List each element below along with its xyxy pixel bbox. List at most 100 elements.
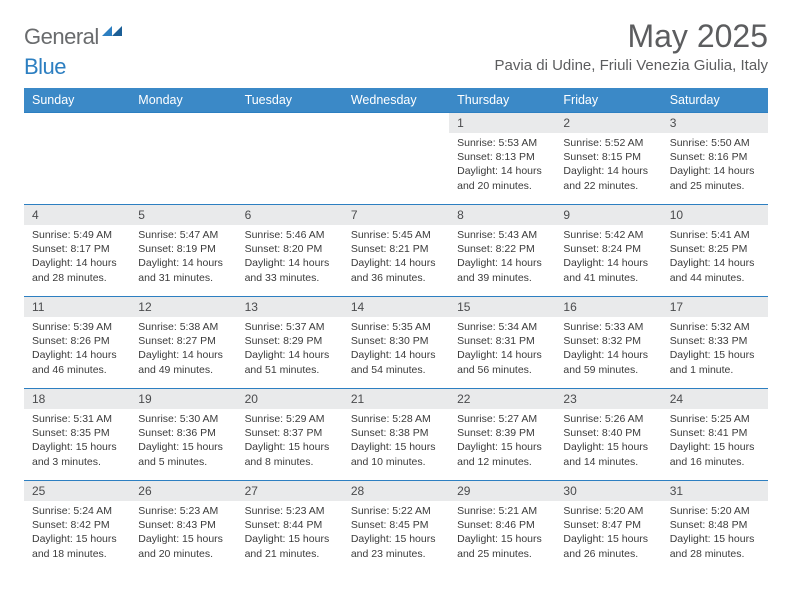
day-number-empty — [24, 112, 130, 132]
daylight-line: Daylight: 14 hours and 36 minutes. — [351, 256, 441, 284]
day-number-empty — [237, 112, 343, 132]
day-number: 2 — [555, 112, 661, 133]
day-number: 1 — [449, 112, 555, 133]
sunrise-line: Sunrise: 5:32 AM — [670, 320, 760, 334]
calendar-cell: 17Sunrise: 5:32 AMSunset: 8:33 PMDayligh… — [662, 296, 768, 388]
daylight-line: Daylight: 14 hours and 56 minutes. — [457, 348, 547, 376]
daylight-line: Daylight: 14 hours and 39 minutes. — [457, 256, 547, 284]
sunset-line: Sunset: 8:31 PM — [457, 334, 547, 348]
sunset-line: Sunset: 8:16 PM — [670, 150, 760, 164]
sunset-line: Sunset: 8:45 PM — [351, 518, 441, 532]
day-detail: Sunrise: 5:35 AMSunset: 8:30 PMDaylight:… — [343, 317, 449, 381]
brand-logo: General — [24, 18, 124, 50]
sunrise-line: Sunrise: 5:43 AM — [457, 228, 547, 242]
daylight-line: Daylight: 14 hours and 31 minutes. — [138, 256, 228, 284]
sunrise-line: Sunrise: 5:23 AM — [138, 504, 228, 518]
calendar-cell: 30Sunrise: 5:20 AMSunset: 8:47 PMDayligh… — [555, 480, 661, 572]
sunset-line: Sunset: 8:43 PM — [138, 518, 228, 532]
day-number: 12 — [130, 296, 236, 317]
day-detail: Sunrise: 5:43 AMSunset: 8:22 PMDaylight:… — [449, 225, 555, 289]
day-detail: Sunrise: 5:29 AMSunset: 8:37 PMDaylight:… — [237, 409, 343, 473]
calendar-cell: 1 Sunrise: 5:53 AMSunset: 8:13 PMDaylight… — [449, 112, 555, 204]
day-number: 4 — [24, 204, 130, 225]
day-number: 28 — [343, 480, 449, 501]
sunrise-line: Sunrise: 5:46 AM — [245, 228, 335, 242]
calendar-cell: 22Sunrise: 5:27 AMSunset: 8:39 PMDayligh… — [449, 388, 555, 480]
day-detail: Sunrise: 5:24 AMSunset: 8:42 PMDaylight:… — [24, 501, 130, 565]
sunrise-line: Sunrise: 5:21 AM — [457, 504, 547, 518]
sunset-line: Sunset: 8:42 PM — [32, 518, 122, 532]
calendar-cell: 21Sunrise: 5:28 AMSunset: 8:38 PMDayligh… — [343, 388, 449, 480]
calendar-cell: 26Sunrise: 5:23 AMSunset: 8:43 PMDayligh… — [130, 480, 236, 572]
day-number: 16 — [555, 296, 661, 317]
sunset-line: Sunset: 8:15 PM — [563, 150, 653, 164]
calendar-cell: 3Sunrise: 5:50 AMSunset: 8:16 PMDaylight… — [662, 112, 768, 204]
day-detail: Sunrise: 5:31 AMSunset: 8:35 PMDaylight:… — [24, 409, 130, 473]
calendar-cell: 13Sunrise: 5:37 AMSunset: 8:29 PMDayligh… — [237, 296, 343, 388]
sunset-line: Sunset: 8:33 PM — [670, 334, 760, 348]
calendar-cell: 5Sunrise: 5:47 AMSunset: 8:19 PMDaylight… — [130, 204, 236, 296]
day-detail: Sunrise: 5:23 AMSunset: 8:43 PMDaylight:… — [130, 501, 236, 565]
daylight-line: Daylight: 15 hours and 26 minutes. — [563, 532, 653, 560]
location-subtitle: Pavia di Udine, Friuli Venezia Giulia, I… — [495, 57, 768, 74]
calendar-cell: 27Sunrise: 5:23 AMSunset: 8:44 PMDayligh… — [237, 480, 343, 572]
sunrise-line: Sunrise: 5:25 AM — [670, 412, 760, 426]
sunrise-line: Sunrise: 5:27 AM — [457, 412, 547, 426]
day-number-empty — [130, 112, 236, 132]
sunrise-line: Sunrise: 5:20 AM — [563, 504, 653, 518]
day-detail: Sunrise: 5:38 AMSunset: 8:27 PMDaylight:… — [130, 317, 236, 381]
day-detail: Sunrise: 5:37 AMSunset: 8:29 PMDaylight:… — [237, 317, 343, 381]
sunrise-line: Sunrise: 5:53 AM — [457, 136, 547, 150]
day-detail: Sunrise: 5:34 AMSunset: 8:31 PMDaylight:… — [449, 317, 555, 381]
day-header: Thursday — [449, 88, 555, 112]
brand-mark-icon — [102, 24, 122, 43]
day-detail: Sunrise: 5:23 AMSunset: 8:44 PMDaylight:… — [237, 501, 343, 565]
daylight-line: Daylight: 15 hours and 14 minutes. — [563, 440, 653, 468]
day-detail: Sunrise: 5:26 AMSunset: 8:40 PMDaylight:… — [555, 409, 661, 473]
sunrise-line: Sunrise: 5:20 AM — [670, 504, 760, 518]
day-of-week-header-row: SundayMondayTuesdayWednesdayThursdayFrid… — [24, 88, 768, 112]
day-header: Wednesday — [343, 88, 449, 112]
daylight-line: Daylight: 15 hours and 18 minutes. — [32, 532, 122, 560]
daylight-line: Daylight: 15 hours and 10 minutes. — [351, 440, 441, 468]
daylight-line: Daylight: 15 hours and 21 minutes. — [245, 532, 335, 560]
day-number: 15 — [449, 296, 555, 317]
calendar-week-row: 4Sunrise: 5:49 AMSunset: 8:17 PMDaylight… — [24, 204, 768, 296]
day-header: Tuesday — [237, 88, 343, 112]
daylight-line: Daylight: 14 hours and 33 minutes. — [245, 256, 335, 284]
daylight-line: Daylight: 14 hours and 25 minutes. — [670, 164, 760, 192]
day-number: 13 — [237, 296, 343, 317]
calendar-cell: 4Sunrise: 5:49 AMSunset: 8:17 PMDaylight… — [24, 204, 130, 296]
sunset-line: Sunset: 8:17 PM — [32, 242, 122, 256]
sunrise-line: Sunrise: 5:30 AM — [138, 412, 228, 426]
sunrise-line: Sunrise: 5:49 AM — [32, 228, 122, 242]
sunset-line: Sunset: 8:13 PM — [457, 150, 547, 164]
daylight-line: Daylight: 15 hours and 5 minutes. — [138, 440, 228, 468]
day-number: 10 — [662, 204, 768, 225]
sunrise-line: Sunrise: 5:41 AM — [670, 228, 760, 242]
daylight-line: Daylight: 14 hours and 22 minutes. — [563, 164, 653, 192]
calendar-cell: 19Sunrise: 5:30 AMSunset: 8:36 PMDayligh… — [130, 388, 236, 480]
day-number: 31 — [662, 480, 768, 501]
day-number: 26 — [130, 480, 236, 501]
day-detail: Sunrise: 5:49 AMSunset: 8:17 PMDaylight:… — [24, 225, 130, 289]
sunrise-line: Sunrise: 5:33 AM — [563, 320, 653, 334]
daylight-line: Daylight: 15 hours and 20 minutes. — [138, 532, 228, 560]
calendar-cell: 31Sunrise: 5:20 AMSunset: 8:48 PMDayligh… — [662, 480, 768, 572]
daylight-line: Daylight: 15 hours and 1 minute. — [670, 348, 760, 376]
sunrise-line: Sunrise: 5:31 AM — [32, 412, 122, 426]
sunset-line: Sunset: 8:20 PM — [245, 242, 335, 256]
day-number: 9 — [555, 204, 661, 225]
day-number: 20 — [237, 388, 343, 409]
day-detail: Sunrise: 5:39 AMSunset: 8:26 PMDaylight:… — [24, 317, 130, 381]
daylight-line: Daylight: 14 hours and 20 minutes. — [457, 164, 547, 192]
day-number: 7 — [343, 204, 449, 225]
day-number: 5 — [130, 204, 236, 225]
calendar-cell: 15Sunrise: 5:34 AMSunset: 8:31 PMDayligh… — [449, 296, 555, 388]
calendar-cell: 2Sunrise: 5:52 AMSunset: 8:15 PMDaylight… — [555, 112, 661, 204]
day-number: 27 — [237, 480, 343, 501]
sunset-line: Sunset: 8:30 PM — [351, 334, 441, 348]
sunset-line: Sunset: 8:46 PM — [457, 518, 547, 532]
day-number: 18 — [24, 388, 130, 409]
day-number-empty — [343, 112, 449, 132]
